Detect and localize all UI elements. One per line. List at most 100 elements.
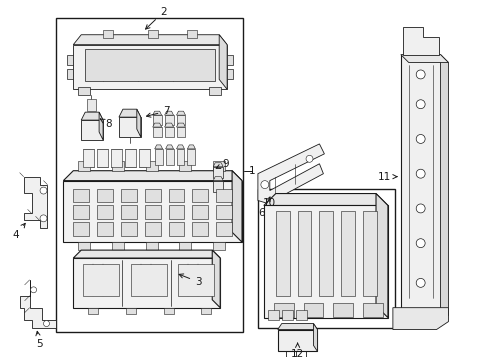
Circle shape	[40, 215, 47, 222]
Polygon shape	[219, 35, 226, 89]
Bar	[303, 303, 323, 316]
Bar	[147, 30, 157, 38]
Bar	[144, 206, 160, 219]
Bar	[78, 161, 90, 171]
Bar	[267, 310, 278, 320]
Bar	[292, 358, 298, 360]
Circle shape	[415, 278, 424, 287]
Polygon shape	[213, 242, 224, 250]
Circle shape	[305, 155, 312, 162]
Text: 9: 9	[216, 159, 229, 169]
Polygon shape	[23, 177, 47, 228]
Polygon shape	[440, 55, 447, 316]
Circle shape	[415, 169, 424, 178]
Bar	[363, 303, 382, 316]
Bar	[213, 161, 224, 171]
Bar	[295, 310, 306, 320]
Polygon shape	[213, 163, 223, 167]
Bar	[168, 222, 184, 236]
Polygon shape	[164, 115, 173, 125]
Bar	[273, 303, 293, 316]
Bar	[87, 99, 96, 111]
Polygon shape	[164, 123, 173, 127]
Polygon shape	[213, 177, 223, 181]
Bar	[216, 206, 232, 219]
Bar	[144, 222, 160, 236]
Bar	[341, 211, 354, 296]
Polygon shape	[176, 145, 184, 149]
Bar	[97, 222, 113, 236]
Polygon shape	[119, 117, 141, 137]
Polygon shape	[226, 69, 233, 80]
Polygon shape	[152, 115, 162, 125]
Polygon shape	[264, 194, 387, 206]
Polygon shape	[152, 111, 162, 115]
Polygon shape	[99, 112, 103, 140]
Polygon shape	[73, 250, 220, 258]
Polygon shape	[112, 242, 123, 250]
Polygon shape	[176, 115, 185, 125]
Circle shape	[260, 181, 268, 189]
Polygon shape	[152, 123, 162, 127]
Polygon shape	[119, 109, 141, 117]
Polygon shape	[213, 167, 223, 178]
Polygon shape	[111, 149, 122, 167]
Bar	[192, 206, 208, 219]
Bar	[131, 264, 166, 296]
Polygon shape	[163, 308, 173, 314]
Text: 5: 5	[36, 331, 43, 350]
Bar	[112, 161, 123, 171]
Polygon shape	[164, 127, 173, 137]
Bar	[103, 30, 113, 38]
Polygon shape	[176, 111, 185, 115]
Text: 3: 3	[179, 274, 201, 287]
Bar	[73, 222, 89, 236]
Bar	[363, 211, 376, 296]
Text: 8: 8	[100, 119, 112, 129]
Bar	[257, 189, 394, 328]
Polygon shape	[176, 127, 185, 137]
Polygon shape	[152, 127, 162, 137]
Bar	[192, 189, 208, 202]
Polygon shape	[63, 181, 242, 242]
Circle shape	[415, 135, 424, 143]
Polygon shape	[145, 242, 157, 250]
Circle shape	[43, 321, 49, 327]
Polygon shape	[73, 45, 226, 89]
Bar	[85, 49, 215, 81]
Polygon shape	[176, 149, 184, 165]
Bar	[121, 189, 137, 202]
Text: 10: 10	[263, 198, 276, 208]
Bar	[144, 189, 160, 202]
Polygon shape	[73, 258, 220, 308]
Circle shape	[415, 70, 424, 79]
Bar	[302, 358, 308, 360]
Polygon shape	[67, 69, 73, 80]
Polygon shape	[154, 145, 163, 149]
Polygon shape	[257, 144, 324, 203]
Circle shape	[40, 187, 47, 194]
Circle shape	[415, 239, 424, 248]
Text: 12: 12	[290, 343, 304, 359]
Text: 2: 2	[145, 7, 166, 29]
Bar	[297, 211, 311, 296]
Bar	[56, 18, 243, 333]
Bar	[179, 161, 191, 171]
Polygon shape	[83, 149, 94, 167]
Bar	[178, 264, 214, 296]
Polygon shape	[97, 149, 108, 167]
Polygon shape	[81, 120, 103, 140]
Polygon shape	[232, 171, 242, 242]
Polygon shape	[209, 87, 221, 95]
Text: 11: 11	[377, 172, 396, 182]
Polygon shape	[179, 242, 191, 250]
Polygon shape	[73, 35, 226, 45]
Polygon shape	[392, 308, 447, 329]
Bar	[121, 206, 137, 219]
Bar	[333, 303, 352, 316]
Text: 7: 7	[146, 106, 169, 117]
Polygon shape	[154, 149, 163, 165]
Polygon shape	[277, 324, 317, 329]
Bar	[168, 206, 184, 219]
Polygon shape	[201, 308, 211, 314]
